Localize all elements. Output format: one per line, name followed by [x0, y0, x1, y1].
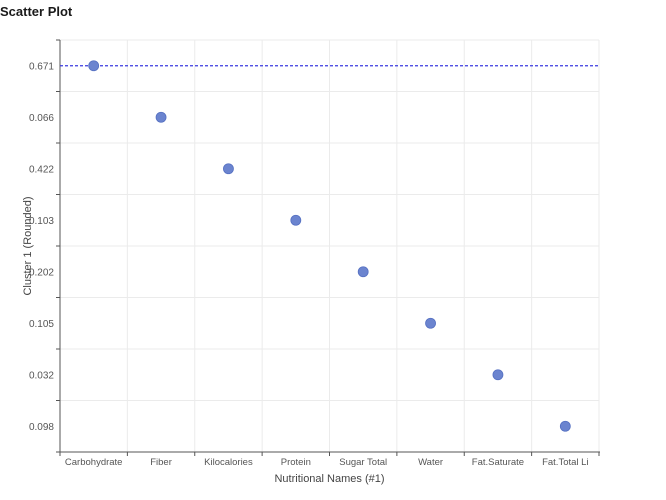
data-point[interactable] [559, 420, 571, 432]
y-tick-label: 0.105 [29, 319, 54, 330]
data-point[interactable] [155, 111, 167, 123]
x-tick-label: Fat.Saturate [472, 457, 524, 468]
y-axis-title: Cluster 1 (Rounded) [22, 196, 34, 295]
y-tick-label: 0.202 [29, 267, 54, 278]
data-point[interactable] [223, 163, 234, 175]
points-layer [88, 60, 571, 432]
x-tick-label: Kilocalories [204, 457, 253, 468]
x-tick-label: Sugar Total [339, 457, 387, 468]
y-tick-label: 0.671 [29, 61, 54, 72]
data-point[interactable] [492, 369, 504, 381]
data-point[interactable] [357, 266, 369, 278]
x-tick-label: Fiber [150, 457, 172, 468]
page-title: Scatter Plot [0, 4, 73, 19]
y-tick-label: 0.422 [29, 164, 54, 175]
x-axis-title: Nutritional Names (#1) [274, 473, 384, 485]
data-point[interactable] [290, 214, 302, 226]
data-point[interactable] [425, 317, 436, 329]
grid [60, 39, 600, 452]
data-point[interactable] [88, 60, 100, 72]
x-tick-label: Fat.Total Li [542, 457, 588, 468]
y-tick-label: 0.103 [29, 216, 54, 227]
y-tick-label: 0.098 [29, 422, 54, 433]
x-tick-label: Water [418, 457, 443, 468]
x-tick-label: Protein [281, 457, 311, 468]
axes: 0.671 0.066 0.422 0.103 0.202 0.105 0.032 0.098… [29, 39, 600, 468]
y-tick-label: 0.066 [29, 113, 54, 124]
y-tick-label: 0.032 [29, 370, 54, 381]
x-tick-label: Carbohydrate [65, 457, 123, 468]
